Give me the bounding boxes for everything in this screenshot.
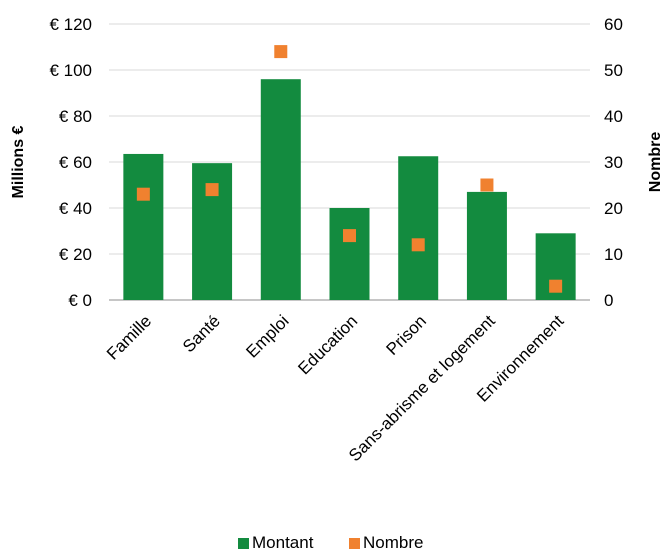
legend-swatch-nombre (349, 538, 360, 549)
x-tick-label: Emploi (242, 311, 292, 361)
y2-tick-label: 50 (604, 61, 623, 80)
y-tick-label: € 60 (59, 153, 92, 172)
x-tick-label: Education (294, 311, 361, 378)
right-axis-ticks: 0 10 20 30 40 50 60 (604, 15, 623, 310)
bar-montant (260, 79, 301, 300)
bars (123, 79, 576, 300)
point-nombre (411, 238, 425, 252)
bar-montant (398, 156, 439, 300)
y2-tick-label: 10 (604, 245, 623, 264)
y-axis-title: Millions € (10, 125, 27, 198)
y2-axis-title: Nombre (647, 132, 660, 193)
bar-montant (466, 191, 507, 300)
legend-swatch-montant (238, 538, 249, 549)
y-tick-label: € 120 (49, 15, 92, 34)
point-nombre (549, 279, 563, 293)
y2-tick-label: 60 (604, 15, 623, 34)
point-nombre (480, 178, 494, 192)
legend-label-montant: Montant (252, 533, 314, 552)
y2-tick-label: 20 (604, 199, 623, 218)
left-axis-ticks: € 0 € 20 € 40 € 60 € 80 € 100 € 120 (49, 15, 92, 310)
bar-montant (123, 153, 164, 300)
x-tick-label: Famille (103, 311, 155, 363)
points (136, 45, 563, 293)
y-tick-label: € 100 (49, 61, 92, 80)
y2-tick-label: 30 (604, 153, 623, 172)
legend: Montant Nombre (238, 533, 423, 552)
point-nombre (136, 187, 150, 201)
y-tick-label: € 40 (59, 199, 92, 218)
x-tick-label: Santé (179, 311, 224, 356)
point-nombre (205, 183, 219, 197)
x-tick-label: Sans-abrisme et logement (345, 311, 499, 465)
y-tick-label: € 0 (68, 291, 92, 310)
y2-tick-label: 40 (604, 107, 623, 126)
bar-montant (329, 208, 370, 300)
y-tick-label: € 20 (59, 245, 92, 264)
legend-label-nombre: Nombre (363, 533, 423, 552)
point-nombre (274, 45, 288, 59)
x-tick-label: Prison (383, 311, 431, 359)
x-axis-ticks: Famille Santé Emploi Education PrisonSans-ab… (103, 311, 568, 465)
y-tick-label: € 80 (59, 107, 92, 126)
y2-tick-label: 0 (604, 291, 613, 310)
point-nombre (343, 229, 356, 243)
